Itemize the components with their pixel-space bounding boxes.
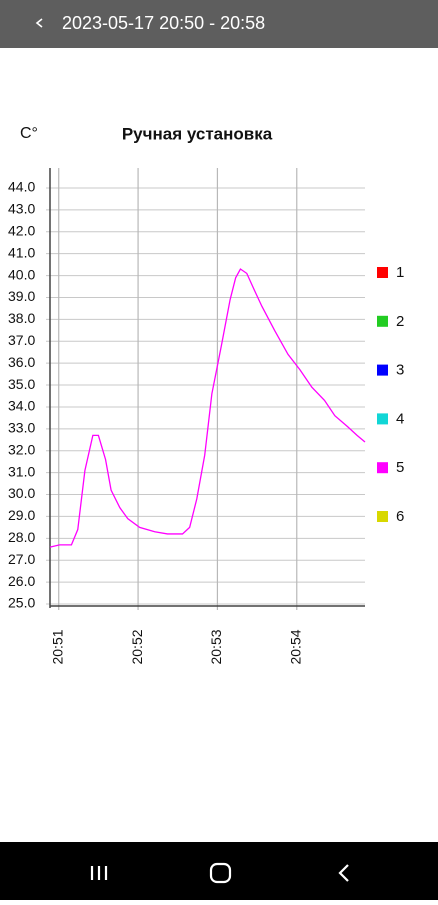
y-tick-label: 30.0	[8, 485, 35, 501]
y-tick-label: 31.0	[8, 463, 35, 479]
legend-swatch	[377, 511, 388, 522]
y-tick-label: 42.0	[8, 222, 35, 238]
legend-swatch	[377, 267, 388, 278]
data-line	[49, 268, 366, 548]
header-title: 2023-05-17 20:50 - 20:58	[62, 13, 266, 33]
y-tick-label: 43.0	[8, 201, 35, 217]
y-tick-label: 40.0	[8, 266, 35, 282]
y-tick-label: 26.0	[8, 573, 35, 589]
y-tick-label: 38.0	[8, 310, 35, 326]
y-axis-label: C°	[20, 125, 38, 142]
chart: Ручная установка C° 25.0 26.0 27.0 28.0 29.0 30…	[8, 124, 404, 664]
y-tick-label: 25.0	[8, 595, 35, 611]
back-button[interactable]	[28, 0, 58, 48]
y-tick-label: 34.0	[8, 398, 35, 414]
chart-title: Ручная установка	[122, 124, 273, 143]
legend-label: 6	[396, 508, 404, 525]
legend-swatch	[377, 315, 388, 327]
y-tick-label: 39.0	[8, 288, 35, 304]
y-tick-label: 36.0	[8, 354, 35, 370]
nav-bar	[0, 842, 438, 900]
legend-label: 1	[396, 264, 404, 281]
y-tick-label: 28.0	[8, 529, 35, 545]
y-tick-label: 29.0	[8, 507, 35, 523]
x-tick-label: 20:53	[208, 629, 224, 664]
top-bar: 2023-05-17 20:50 - 20:58	[0, 0, 438, 48]
nav-icons	[90, 862, 349, 884]
x-tick-label: 20:52	[129, 629, 145, 664]
legend-swatch	[377, 462, 388, 474]
y-tick-label: 37.0	[8, 332, 35, 348]
y-tick-label: 33.0	[8, 420, 35, 436]
legend-label: 4	[396, 410, 404, 427]
legend-swatch	[377, 364, 388, 376]
legend-label: 2	[396, 313, 404, 330]
y-tick-label: 44.0	[8, 179, 35, 195]
x-tick-label: 20:54	[287, 629, 303, 664]
x-tick-label: 20:51	[49, 629, 65, 664]
legend-label: 5	[396, 459, 404, 476]
y-tick-label: 41.0	[8, 244, 35, 260]
legend-swatch	[377, 413, 388, 425]
y-tick-label: 32.0	[8, 441, 35, 457]
legend-label: 3	[396, 362, 404, 379]
y-tick-label: 27.0	[8, 551, 35, 567]
y-tick-label: 35.0	[8, 376, 35, 392]
